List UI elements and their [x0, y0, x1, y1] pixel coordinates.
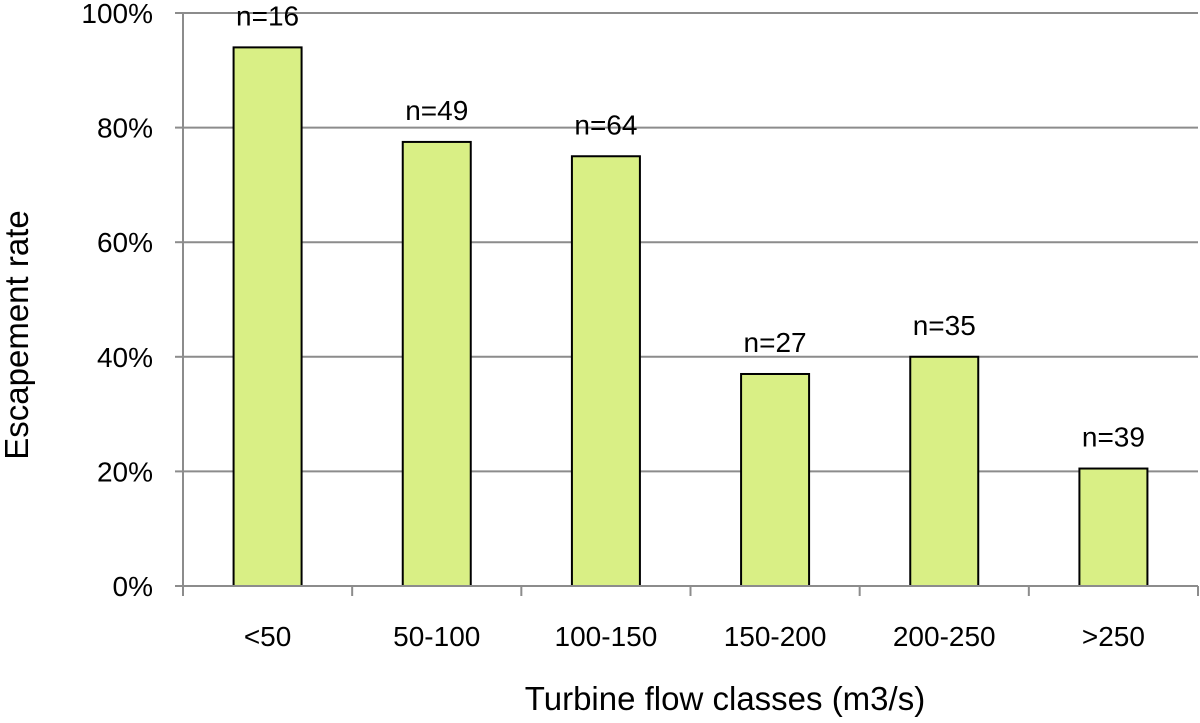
y-tick-label: 60%: [97, 227, 153, 258]
bar: [740, 372, 811, 587]
x-tick-label: >250: [1082, 621, 1145, 652]
data-label: n=35: [913, 310, 976, 341]
y-tick-label: 40%: [97, 342, 153, 373]
y-tick-labels: 0% 20% 40% 60% 80% 100%: [81, 0, 153, 602]
data-label: n=39: [1082, 422, 1145, 453]
bar: [232, 46, 303, 587]
data-label: n=64: [574, 109, 637, 140]
bars: [232, 46, 1149, 588]
bar: [1078, 467, 1149, 587]
x-tick-label: 200-250: [893, 621, 996, 652]
gridlines: [183, 12, 1198, 473]
data-label: n=49: [405, 95, 468, 126]
x-tick-label: <50: [244, 621, 292, 652]
x-tick-label: 50-100: [393, 621, 480, 652]
y-tick-label: 0%: [113, 571, 153, 602]
bar: [570, 155, 641, 587]
x-tick-label: 150-200: [724, 621, 827, 652]
axes: [175, 12, 1199, 596]
x-tick-labels: <50 50-100 100-150 150-200 200-250 >250: [244, 621, 1145, 652]
y-tick-label: 20%: [97, 456, 153, 487]
data-labels: n=16 n=49 n=64 n=27 n=35 n=39: [236, 0, 1145, 452]
y-tick-label: 80%: [97, 113, 153, 144]
data-label: n=16: [236, 0, 299, 31]
data-label: n=27: [744, 327, 807, 358]
x-axis-title: Turbine flow classes (m3/s): [525, 680, 925, 717]
y-axis-title: Escapement rate: [0, 210, 35, 459]
bar: [909, 355, 980, 587]
bar: [401, 140, 472, 588]
y-tick-label: 100%: [81, 0, 153, 29]
x-tick-label: 100-150: [555, 621, 658, 652]
